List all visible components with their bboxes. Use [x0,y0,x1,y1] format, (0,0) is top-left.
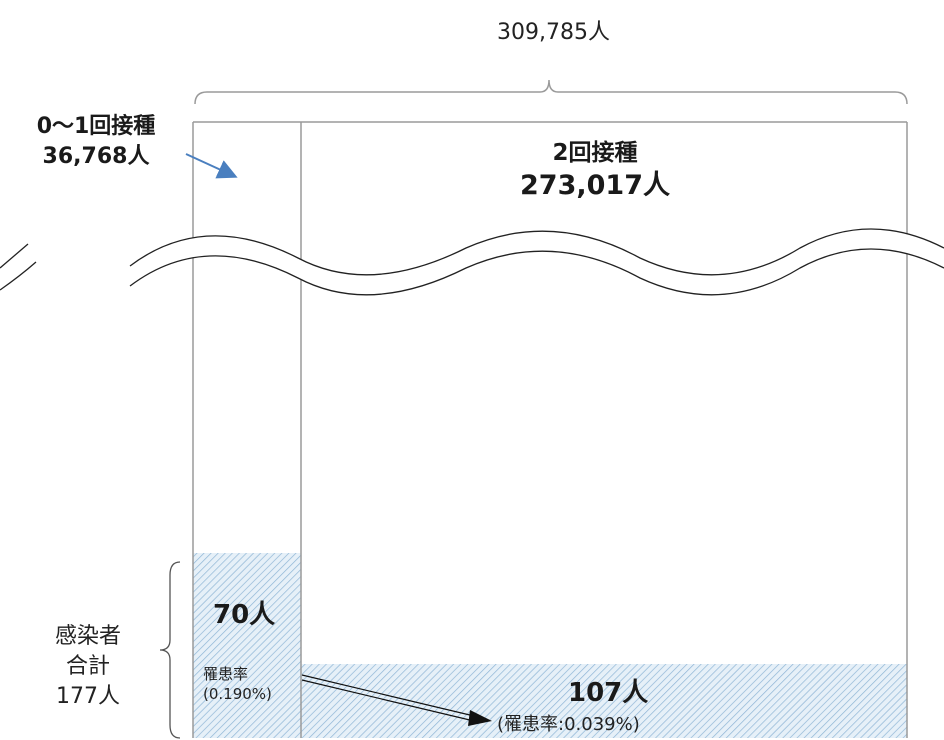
infected-low-count: 70人 [213,600,276,630]
rate-arrow-head [468,710,492,726]
infected-low-rate: 罹患率 (0.190%) [203,664,272,704]
infected-low-rate-value: (0.190%) [203,685,272,703]
rate-arrow-line1 [301,674,475,717]
infected-total-label: 感染者 合計 177人 [28,622,148,712]
break-wave-upper [129,228,944,276]
infected-brace [159,561,181,739]
total-population-label: 309,785人 [497,20,610,45]
low-group-count: 36,768人 [42,144,150,169]
infected-total-line1: 感染者 [54,624,121,649]
rate-arrow-line2 [301,679,475,722]
infected-total-line3: 177人 [56,684,120,709]
infected-low-area [193,553,301,738]
infected-full-count: 107人 [568,678,649,708]
break-wave-lower [129,248,944,296]
break-band [120,229,944,295]
infected-full-rate: (罹患率:0.039%) [497,714,640,735]
full-group-label: 2回接種 273,017人 [495,138,695,204]
infected-low-rate-label: 罹患率 [203,665,249,683]
break-wave-fragment-upper [0,243,29,269]
low-group-arrow [185,153,238,179]
infected-total-line2: 合計 [65,654,110,679]
break-wave-fragment-lower [0,261,37,291]
low-group-label: 0〜1回接種 36,768人 [16,112,176,172]
total-brace [194,79,908,105]
full-group-count: 273,017人 [520,170,670,201]
infected-full-area [301,664,907,738]
full-group-title: 2回接種 [552,140,638,166]
low-group-title: 0〜1回接種 [36,114,156,139]
